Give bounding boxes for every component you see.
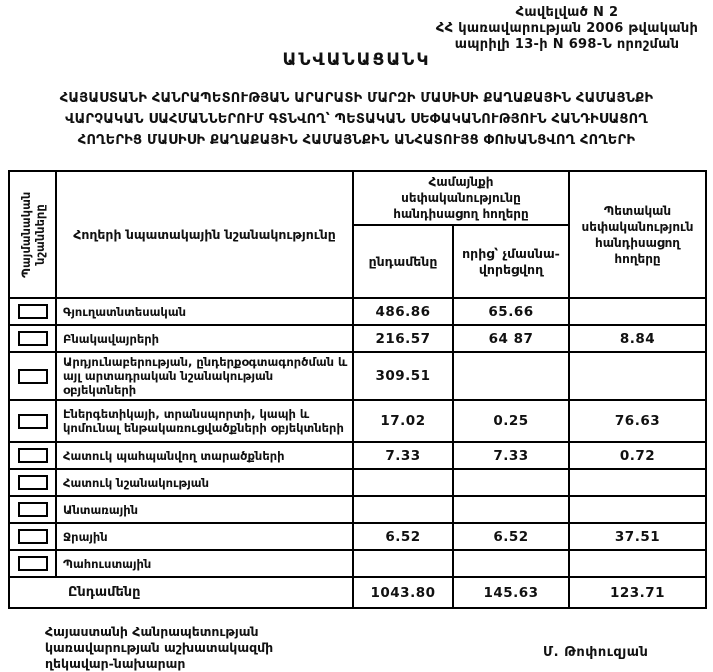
signatory-title-line-1: Հայաստանի Հանրապետության xyxy=(45,624,259,639)
symbol-box xyxy=(17,413,48,429)
value-state xyxy=(568,549,708,578)
land-category-label: Բնակավայրերի xyxy=(55,324,354,353)
value-non-privatized xyxy=(451,468,571,497)
total-value-non-privatized: 145.63 xyxy=(451,576,571,609)
symbol-box xyxy=(17,529,48,544)
value-total xyxy=(352,468,454,497)
table-row: Էներգետիկայի, տրանսպորտի, կապի և կոմունա… xyxy=(8,399,708,443)
land-category-label: Հատուկ պահպանվող տարածքների xyxy=(55,441,354,470)
land-category-label: Անտառային xyxy=(55,495,354,524)
page-title: ԱՆՎԱՆԱՑԱՆԿ xyxy=(282,50,431,70)
subcol-header-non-privatized: որից՝ չմասնա- վորեցվող xyxy=(451,224,571,299)
symbol-box xyxy=(17,331,48,346)
symbol-box xyxy=(17,502,48,517)
land-category-label: Արդյունաբերության, ընդերքօգտագործման և ա… xyxy=(55,351,354,401)
land-transfer-table: Պայմանական նշանները Հողերի նպատակային նշ… xyxy=(8,170,708,609)
signatory-title-line-3: ղեկավար-նախարար xyxy=(45,656,186,671)
value-state: 76.63 xyxy=(568,399,708,443)
value-non-privatized: 7.33 xyxy=(451,441,571,470)
col-header-symbols: Պայմանական նշանները xyxy=(8,170,57,299)
table-row: Արդյունաբերության, ընդերքօգտագործման և ա… xyxy=(8,351,708,401)
value-non-privatized: 0.25 xyxy=(451,399,571,443)
table-row: Գյուղատնտեսական 486.86 65.66 xyxy=(8,297,708,326)
value-non-privatized xyxy=(451,549,571,578)
symbol-box xyxy=(17,368,48,384)
appendix-line-2: ՀՀ կառավարության 2006 թվականի xyxy=(435,21,699,36)
symbol-cell xyxy=(8,495,57,524)
value-total: 486.86 xyxy=(352,297,454,326)
value-state: 0.72 xyxy=(568,441,708,470)
value-non-privatized: 64 87 xyxy=(451,324,571,353)
value-non-privatized: 65.66 xyxy=(451,297,571,326)
value-non-privatized: 6.52 xyxy=(451,522,571,551)
appendix-line-3: ապրիլի 13-ի N 698-Ն որոշման xyxy=(454,37,680,52)
signatory-title-block: Հայաստանի Հանրապետության կառավարության ա… xyxy=(45,624,273,672)
subtitle-line-1: ՀԱՅԱՍՏԱՆԻ ՀԱՆՐԱՊԵՏՈՒԹՅԱՆ ԱՐԱՐԱՏԻ ՄԱՐԶԻ Մ… xyxy=(59,91,654,106)
group-header-community-lands: Համայնքի սեփականությունը հանդիսացող հողե… xyxy=(351,170,571,226)
symbol-cell xyxy=(8,351,57,401)
subtitle-line-2: ՎԱՐՉԱԿԱՆ ՍԱՀՄԱՆՆԵՐՈՒՄ ԳՏՆՎՈՂ՝ ՊԵՏԱԿԱՆ ՍԵ… xyxy=(65,112,648,127)
table-row: Պահուստային xyxy=(8,549,708,578)
value-total xyxy=(352,549,454,578)
signatory-title-line-2: կառավարության աշխատակազմի xyxy=(45,640,274,655)
symbol-box xyxy=(17,448,48,463)
col-header-symbols-label: Պայմանական նշանները xyxy=(18,191,47,278)
symbol-box xyxy=(17,304,48,319)
table-row: Հատուկ նշանակության xyxy=(8,468,708,497)
symbol-cell xyxy=(8,549,57,578)
subcol-header-non-privatized-line1: որից՝ չմասնա- xyxy=(462,245,560,261)
symbol-cell xyxy=(8,324,57,353)
value-total xyxy=(352,495,454,524)
document-subtitle: ՀԱՅԱՍՏԱՆԻ ՀԱՆՐԱՊԵՏՈՒԹՅԱՆ ԱՐԱՐԱՏԻ ՄԱՐԶԻ Մ… xyxy=(0,88,713,151)
subtitle-line-3: ՀՈՂԵՐԻՑ ՄԱՍԻՍԻ ՔԱՂԱՔԱՅԻՆ ՀԱՄԱՅՆՔԻՆ ԱՆՀԱՏ… xyxy=(77,133,636,148)
land-category-label: Հատուկ նշանակության xyxy=(55,468,354,497)
total-row: Ընդամենը 1043.80 145.63 123.71 xyxy=(8,576,708,609)
land-category-label: Ջրային xyxy=(55,522,354,551)
value-state: 8.84 xyxy=(568,324,708,353)
subcol-header-non-privatized-line2: վորեցվող xyxy=(478,261,544,277)
value-state: 37.51 xyxy=(568,522,708,551)
symbol-cell xyxy=(8,522,57,551)
symbol-cell xyxy=(8,468,57,497)
value-total: 309.51 xyxy=(352,351,454,401)
symbol-box xyxy=(17,475,48,490)
col-header-state-lands: Պետական սեփականություն հանդիսացող հողերը xyxy=(568,170,708,299)
value-state xyxy=(568,351,708,401)
table-row: Հատուկ պահպանվող տարածքների 7.33 7.33 0.… xyxy=(8,441,708,470)
subcol-header-total: ընդամենը xyxy=(352,224,454,299)
value-state xyxy=(568,297,708,326)
table-row: Բնակավայրերի 216.57 64 87 8.84 xyxy=(8,324,708,353)
symbol-cell xyxy=(8,399,57,443)
symbol-cell xyxy=(8,441,57,470)
symbol-box xyxy=(17,556,48,571)
total-value-state: 123.71 xyxy=(568,576,708,609)
value-total: 17.02 xyxy=(352,399,454,443)
value-total: 7.33 xyxy=(352,441,454,470)
signatory-name: Մ. Թոփուզյան xyxy=(543,645,649,660)
total-value-total: 1043.80 xyxy=(352,576,454,609)
value-non-privatized xyxy=(451,351,571,401)
table-row: Ջրային 6.52 6.52 37.51 xyxy=(8,522,708,551)
value-state xyxy=(568,468,708,497)
col-header-purpose: Հողերի նպատակային նշանակությունը xyxy=(55,170,354,299)
value-state xyxy=(568,495,708,524)
land-category-label: Պահուստային xyxy=(55,549,354,578)
land-category-label: Գյուղատնտեսական xyxy=(55,297,354,326)
appendix-line-1: Հավելված N 2 xyxy=(515,5,619,20)
value-total: 216.57 xyxy=(352,324,454,353)
table-row: Անտառային xyxy=(8,495,708,524)
land-category-label: Էներգետիկայի, տրանսպորտի, կապի և կոմունա… xyxy=(55,399,354,443)
value-non-privatized xyxy=(451,495,571,524)
appendix-note: Հավելված N 2 ՀՀ կառավարության 2006 թվակա… xyxy=(427,5,707,53)
value-total: 6.52 xyxy=(352,522,454,551)
total-row-label: Ընդամենը xyxy=(8,576,354,609)
symbol-cell xyxy=(8,297,57,326)
